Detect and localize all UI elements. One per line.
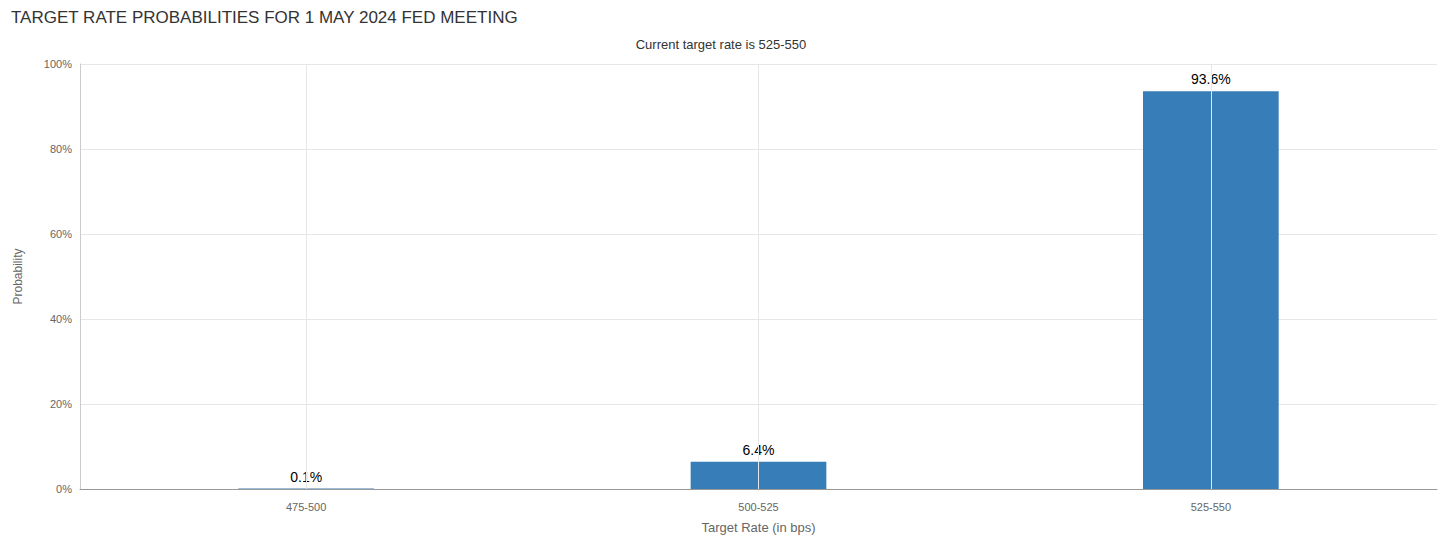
svg-text:6.4%: 6.4%: [742, 441, 775, 458]
svg-text:40%: 40%: [50, 313, 72, 325]
svg-text:TARGET RATE PROBABILITIES FOR: TARGET RATE PROBABILITIES FOR 1 MAY 2024…: [11, 8, 518, 27]
svg-text:93.6%: 93.6%: [1191, 71, 1231, 87]
svg-text:0.1%: 0.1%: [290, 468, 323, 485]
svg-text:475-500: 475-500: [286, 501, 326, 513]
svg-text:Current target rate is 525-550: Current target rate is 525-550: [636, 37, 807, 52]
svg-text:0%: 0%: [56, 483, 72, 495]
svg-text:100%: 100%: [44, 58, 72, 70]
svg-text:Probability: Probability: [11, 248, 25, 304]
svg-text:20%: 20%: [50, 398, 72, 410]
svg-text:525-550: 525-550: [1191, 501, 1231, 513]
svg-text:80%: 80%: [50, 143, 72, 155]
svg-text:Target Rate (in bps): Target Rate (in bps): [701, 520, 815, 535]
svg-text:500-525: 500-525: [738, 501, 778, 513]
svg-text:60%: 60%: [50, 228, 72, 240]
